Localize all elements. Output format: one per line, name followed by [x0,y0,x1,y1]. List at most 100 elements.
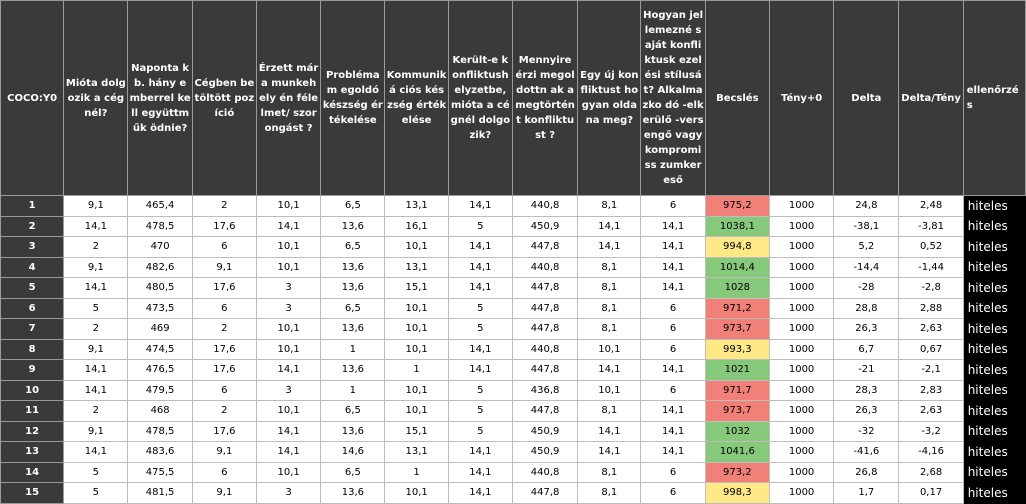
column-header[interactable]: Cégben betöltött pozíció [191,0,257,196]
data-cell[interactable]: 2 [63,318,129,340]
data-cell[interactable]: 6 [640,379,706,401]
data-cell[interactable]: 14,1 [577,236,642,258]
teny-cell[interactable]: 1000 [768,277,835,299]
check-cell[interactable]: hiteles [962,256,1026,278]
data-cell[interactable]: 447,8 [511,236,579,258]
data-cell[interactable]: 10,1 [384,297,449,319]
check-cell[interactable]: hiteles [962,379,1026,401]
row-index-cell[interactable]: 10 [0,379,65,401]
data-cell[interactable]: 1 [320,379,386,401]
data-cell[interactable]: 3 [255,482,322,504]
delta-teny-cell[interactable]: 2,88 [898,297,964,319]
column-header[interactable]: COCO:Y0 [0,0,65,196]
data-cell[interactable]: 2 [63,236,129,258]
column-header[interactable]: Érzett már a munkehely én félelmet/ szor… [255,0,322,196]
delta-teny-cell[interactable]: 2,83 [898,379,964,401]
data-cell[interactable]: 5 [63,461,129,483]
data-cell[interactable]: 5 [447,379,513,401]
delta-cell[interactable]: -14,4 [833,256,900,278]
row-index-cell[interactable]: 2 [0,215,65,237]
delta-teny-cell[interactable]: -3,2 [898,420,964,442]
data-cell[interactable]: 440,8 [511,195,579,217]
delta-cell[interactable]: -21 [833,359,900,381]
teny-cell[interactable]: 1000 [768,236,835,258]
row-index-cell[interactable]: 7 [0,318,65,340]
data-cell[interactable]: 14,1 [255,215,322,237]
data-cell[interactable]: 10,1 [384,482,449,504]
data-cell[interactable]: 10,1 [255,256,322,278]
delta-cell[interactable]: -38,1 [833,215,900,237]
delta-cell[interactable]: 5,2 [833,236,900,258]
data-cell[interactable]: 14,1 [447,256,513,278]
becsles-cell[interactable]: 1038,1 [704,215,770,237]
data-cell[interactable]: 10,1 [255,195,322,217]
data-cell[interactable]: 14,1 [447,461,513,483]
row-index-cell[interactable]: 11 [0,400,65,422]
delta-cell[interactable]: -32 [833,420,900,442]
becsles-cell[interactable]: 973,7 [704,318,770,340]
data-cell[interactable]: 1 [384,461,449,483]
delta-teny-cell[interactable]: -4,16 [898,441,964,463]
data-cell[interactable]: 5 [447,297,513,319]
teny-cell[interactable]: 1000 [768,359,835,381]
data-cell[interactable]: 440,8 [511,256,579,278]
data-cell[interactable]: 14,1 [63,441,129,463]
delta-cell[interactable]: 26,8 [833,461,900,483]
data-cell[interactable]: 8,1 [577,256,642,278]
data-cell[interactable]: 14,1 [640,400,706,422]
data-cell[interactable]: 14,1 [640,236,706,258]
check-cell[interactable]: hiteles [962,318,1026,340]
data-cell[interactable]: 474,5 [127,338,193,360]
data-cell[interactable]: 8,1 [577,195,642,217]
row-index-cell[interactable]: 4 [0,256,65,278]
data-cell[interactable]: 14,1 [577,420,642,442]
delta-cell[interactable]: 1,7 [833,482,900,504]
teny-cell[interactable]: 1000 [768,379,835,401]
data-cell[interactable]: 14,1 [255,359,322,381]
row-index-cell[interactable]: 9 [0,359,65,381]
data-cell[interactable]: 6,5 [320,400,386,422]
data-cell[interactable]: 13,6 [320,215,386,237]
becsles-cell[interactable]: 973,2 [704,461,770,483]
column-header[interactable]: Delta/Tény [898,0,964,196]
data-cell[interactable]: 14,1 [63,277,129,299]
row-index-cell[interactable]: 5 [0,277,65,299]
data-cell[interactable]: 13,1 [384,441,449,463]
data-cell[interactable]: 440,8 [511,338,579,360]
data-cell[interactable]: 5 [447,420,513,442]
data-cell[interactable]: 8,1 [577,400,642,422]
delta-cell[interactable]: 28,8 [833,297,900,319]
data-cell[interactable]: 5 [447,318,513,340]
data-cell[interactable]: 13,1 [384,195,449,217]
data-cell[interactable]: 6 [640,482,706,504]
data-cell[interactable]: 13,6 [320,318,386,340]
data-cell[interactable]: 470 [127,236,193,258]
data-cell[interactable]: 17,6 [191,338,257,360]
data-cell[interactable]: 475,5 [127,461,193,483]
data-cell[interactable]: 10,1 [255,338,322,360]
becsles-cell[interactable]: 973,7 [704,400,770,422]
data-cell[interactable]: 9,1 [63,420,129,442]
data-cell[interactable]: 9,1 [63,256,129,278]
data-cell[interactable]: 481,5 [127,482,193,504]
data-cell[interactable]: 14,1 [63,215,129,237]
data-cell[interactable]: 14,1 [577,359,642,381]
row-index-cell[interactable]: 8 [0,338,65,360]
delta-teny-cell[interactable]: -3,81 [898,215,964,237]
data-cell[interactable]: 6 [640,297,706,319]
row-index-cell[interactable]: 15 [0,482,65,504]
data-cell[interactable]: 14,1 [447,277,513,299]
data-cell[interactable]: 3 [255,379,322,401]
column-header[interactable]: Hogyan jellemezné saját konfliktusk ezel… [640,0,706,196]
data-cell[interactable]: 14,1 [447,359,513,381]
data-cell[interactable]: 10,1 [255,461,322,483]
becsles-cell[interactable]: 971,2 [704,297,770,319]
data-cell[interactable]: 6,5 [320,297,386,319]
check-cell[interactable]: hiteles [962,400,1026,422]
delta-teny-cell[interactable]: 2,63 [898,400,964,422]
column-header[interactable]: Problémam egoldó készség értékelése [320,0,386,196]
data-cell[interactable]: 9,1 [191,482,257,504]
data-cell[interactable]: 14,1 [447,236,513,258]
check-cell[interactable]: hiteles [962,420,1026,442]
column-header[interactable]: Került-e konfliktush elyzetbe, mióta a c… [447,0,513,196]
